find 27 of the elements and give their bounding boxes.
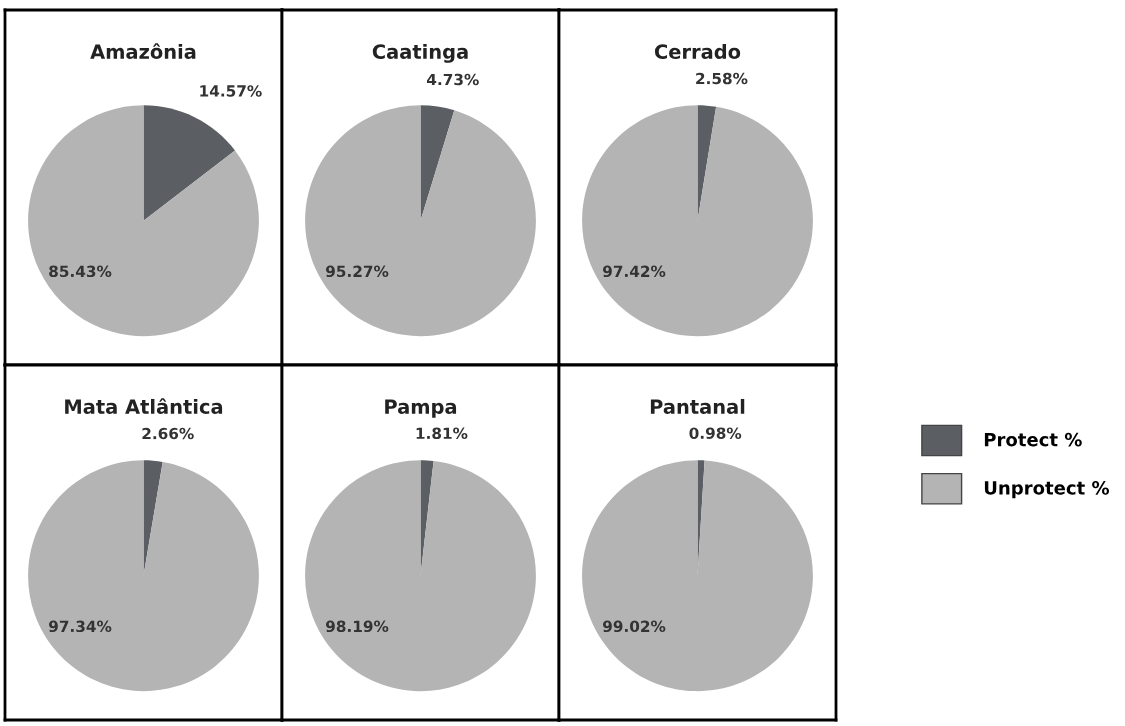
data-label: 4.73% (426, 73, 479, 86)
chart-title: Caatinga (372, 43, 468, 63)
data-label: 95.27% (326, 265, 389, 278)
pie-slice (28, 460, 259, 692)
data-label: 85.43% (49, 265, 112, 278)
data-label: 14.57% (200, 85, 262, 97)
data-label: 0.98% (689, 427, 742, 439)
legend-label: Protect % (984, 432, 1082, 447)
pie-slice (582, 460, 813, 692)
data-label: 2.66% (142, 427, 194, 440)
pie-slice (143, 105, 236, 221)
chart-title: Pampa (385, 399, 457, 418)
pie-slice (582, 105, 813, 337)
pie-slice (305, 460, 536, 692)
data-label: 97.42% (602, 265, 666, 278)
pie-slice (305, 105, 536, 337)
data-label: 98.19% (326, 620, 389, 633)
legend-label: Unprotect % (984, 481, 1110, 499)
chart-title: Pantanal (650, 398, 745, 415)
data-label: 2.58% (696, 72, 748, 85)
pie-slice (28, 105, 259, 337)
chart-title: Mata Atlântica (65, 398, 223, 415)
data-label: 99.02% (602, 620, 666, 633)
data-label: 97.34% (49, 620, 112, 633)
chart-title: Cerrado (654, 43, 741, 60)
chart-title: Amazônia (90, 43, 196, 60)
data-label: 1.81% (416, 427, 468, 440)
